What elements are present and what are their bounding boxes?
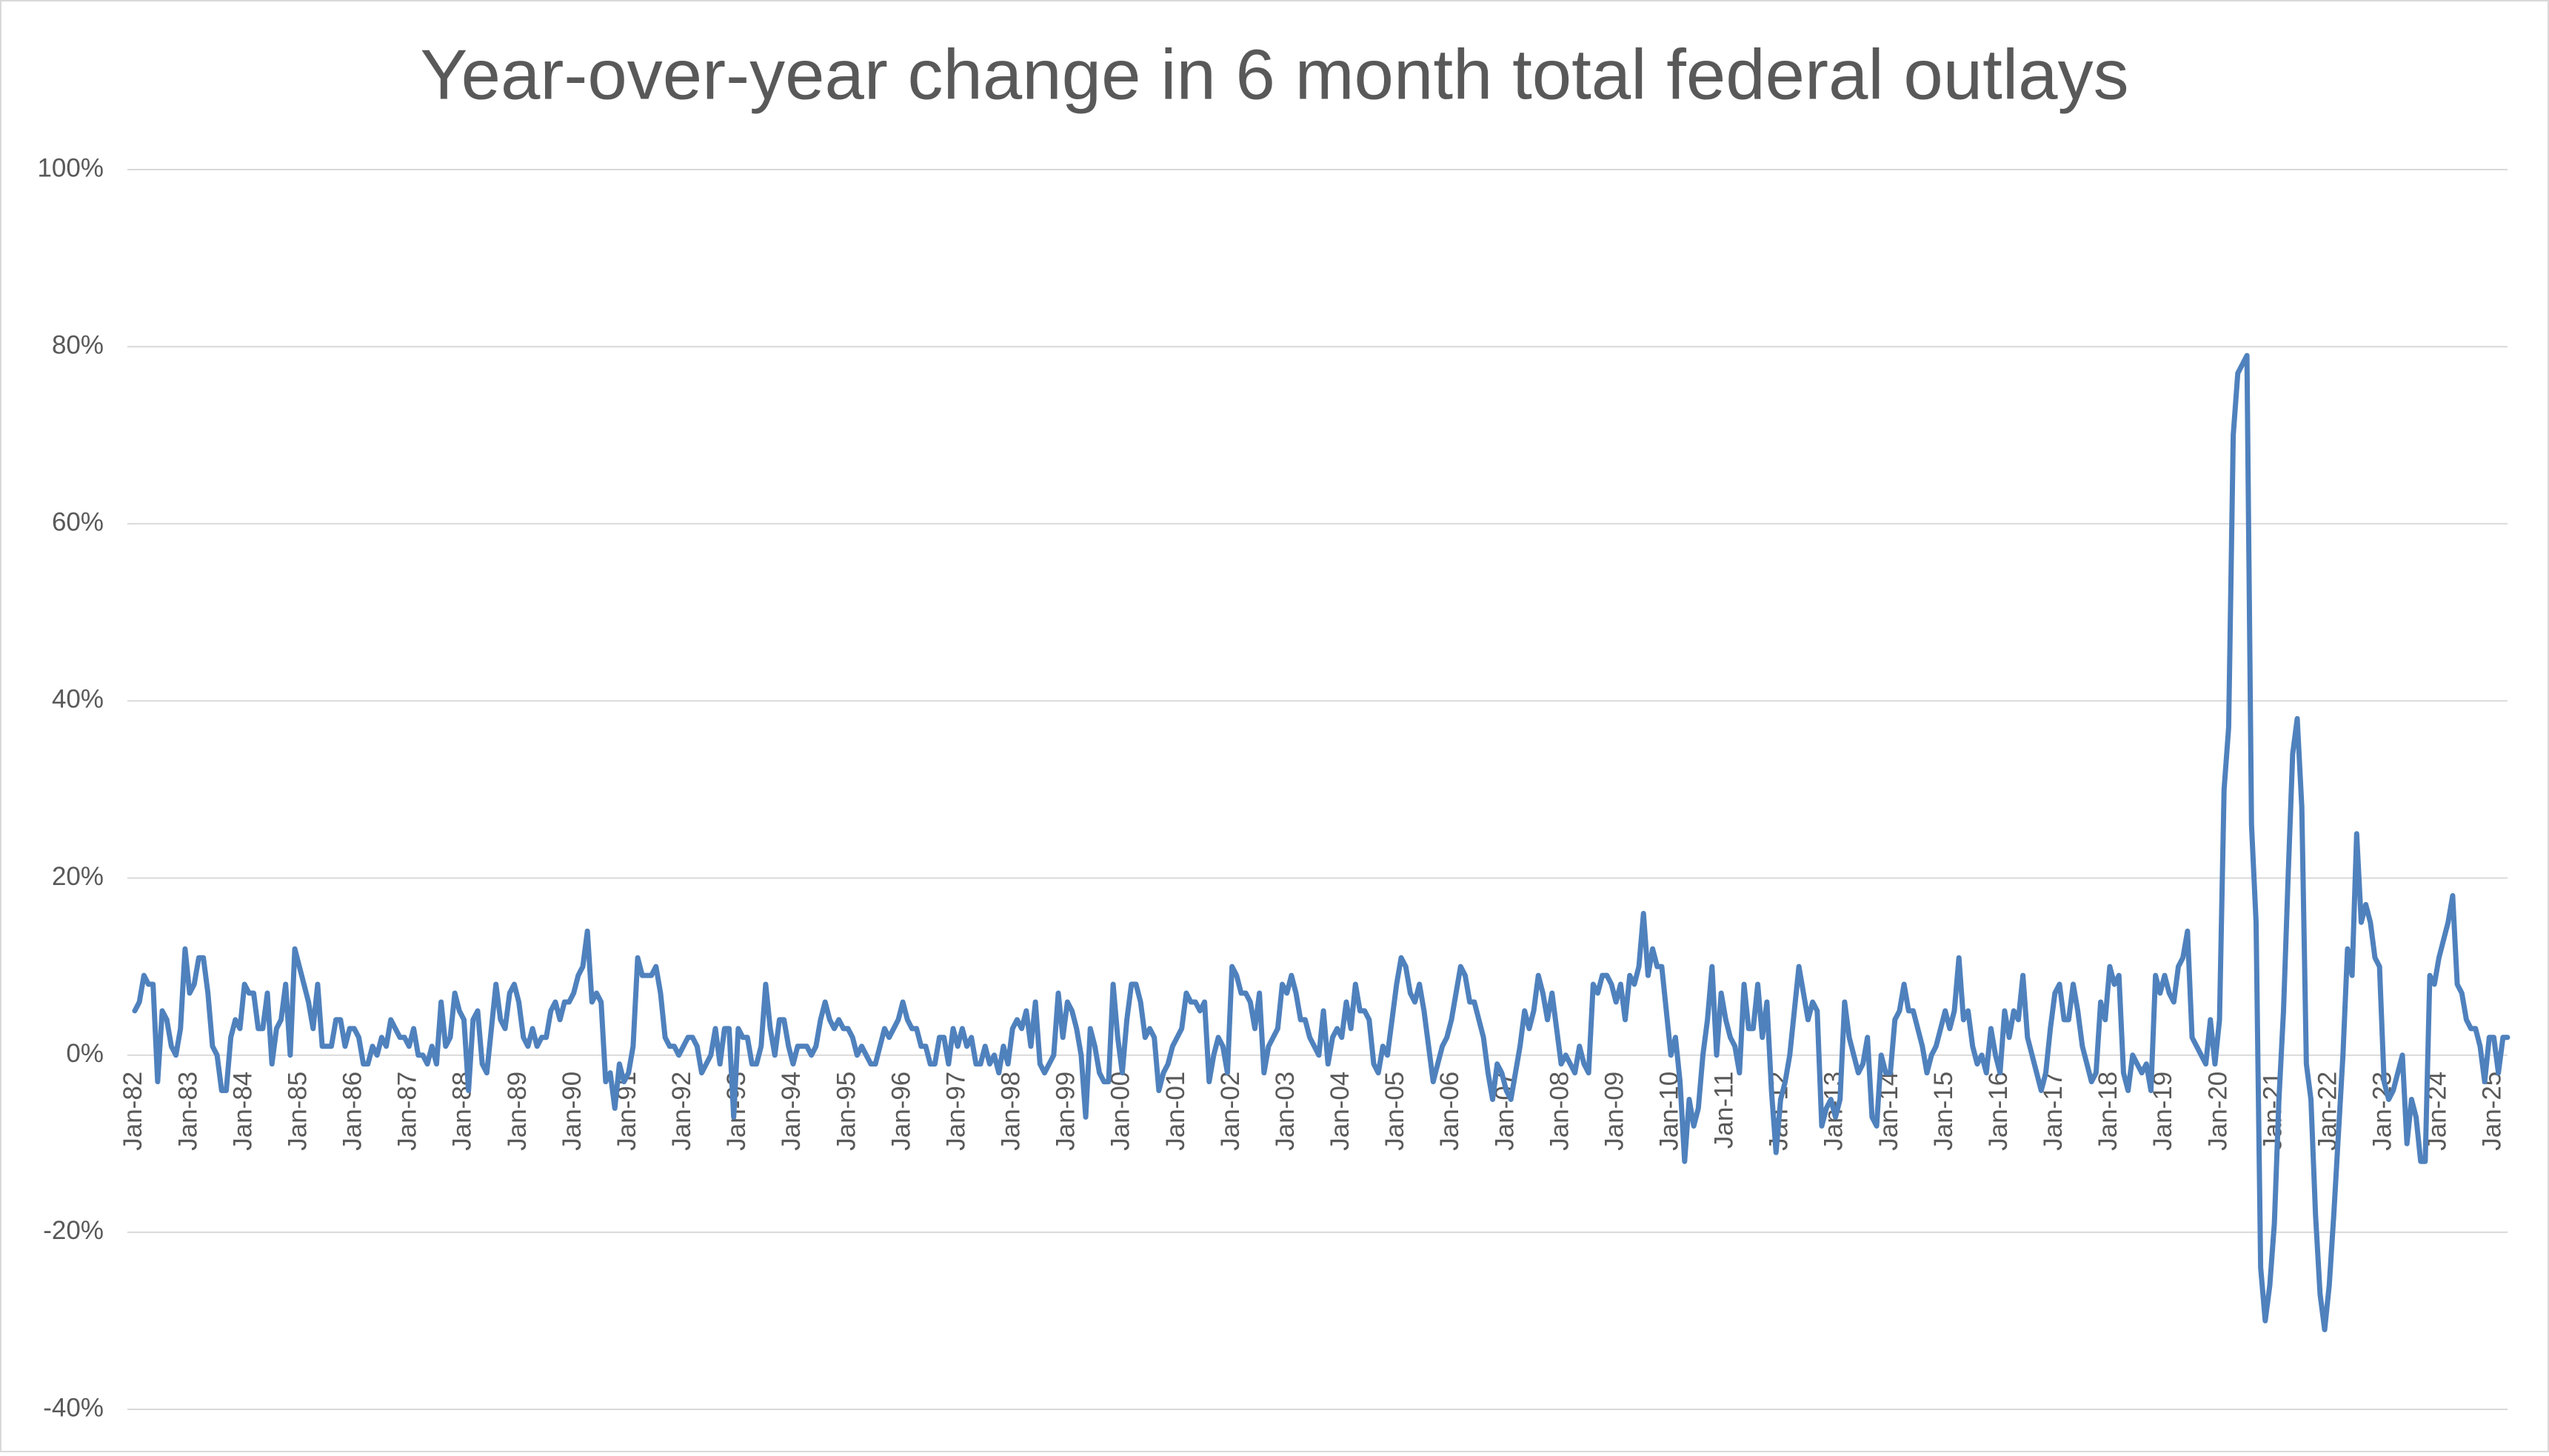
x-tick-label: Jan-96 <box>886 1072 915 1151</box>
x-tick-label: Jan-84 <box>228 1072 257 1151</box>
y-tick-label: 100% <box>37 153 104 182</box>
x-tick-label: Jan-00 <box>1106 1072 1135 1151</box>
x-tick-label: Jan-99 <box>1052 1072 1080 1151</box>
y-tick-label: 20% <box>52 862 104 891</box>
x-tick-label: Jan-94 <box>777 1072 806 1151</box>
y-tick-label: 40% <box>52 685 104 714</box>
x-tick-label: Jan-08 <box>1545 1072 1574 1151</box>
x-tick-label: Jan-01 <box>1161 1072 1190 1151</box>
y-tick-label: 80% <box>52 330 104 359</box>
x-tick-label: Jan-90 <box>558 1072 587 1151</box>
x-tick-label: Jan-20 <box>2203 1072 2232 1151</box>
data-line <box>132 353 2510 1332</box>
x-tick-label: Jan-95 <box>832 1072 861 1151</box>
x-tick-label: Jan-04 <box>1326 1072 1354 1151</box>
x-tick-label: Jan-15 <box>1929 1072 1958 1151</box>
x-tick-label: Jan-16 <box>1984 1072 2013 1151</box>
x-tick-label: Jan-87 <box>393 1072 422 1151</box>
y-tick-label: -20% <box>43 1216 104 1245</box>
x-tick-label: Jan-21 <box>2258 1072 2287 1151</box>
y-tick-label: 0% <box>66 1039 104 1068</box>
y-tick-label: -40% <box>43 1393 104 1422</box>
x-tick-label: Jan-18 <box>2094 1072 2122 1151</box>
x-tick-label: Jan-09 <box>1600 1072 1628 1151</box>
y-tick-label: 60% <box>52 508 104 537</box>
x-tick-label: Jan-06 <box>1435 1072 1464 1151</box>
x-tick-label: Jan-05 <box>1380 1072 1409 1151</box>
x-tick-label: Jan-92 <box>667 1072 696 1151</box>
x-tick-label: Jan-89 <box>503 1072 532 1151</box>
x-tick-label: Jan-11 <box>1710 1072 1739 1149</box>
x-tick-label: Jan-03 <box>1271 1072 1300 1151</box>
x-tick-label: Jan-85 <box>283 1072 312 1151</box>
x-tick-label: Jan-97 <box>941 1072 970 1151</box>
x-tick-label: Jan-88 <box>448 1072 477 1151</box>
x-tick-label: Jan-02 <box>1216 1072 1245 1151</box>
x-tick-label: Jan-25 <box>2478 1072 2507 1151</box>
x-tick-label: Jan-83 <box>173 1072 202 1151</box>
x-tick-label: Jan-98 <box>997 1072 1026 1151</box>
x-tick-label: Jan-82 <box>118 1072 147 1151</box>
x-tick-label: Jan-86 <box>338 1072 367 1151</box>
chart-title: Year-over-year change in 6 month total f… <box>420 35 2128 114</box>
